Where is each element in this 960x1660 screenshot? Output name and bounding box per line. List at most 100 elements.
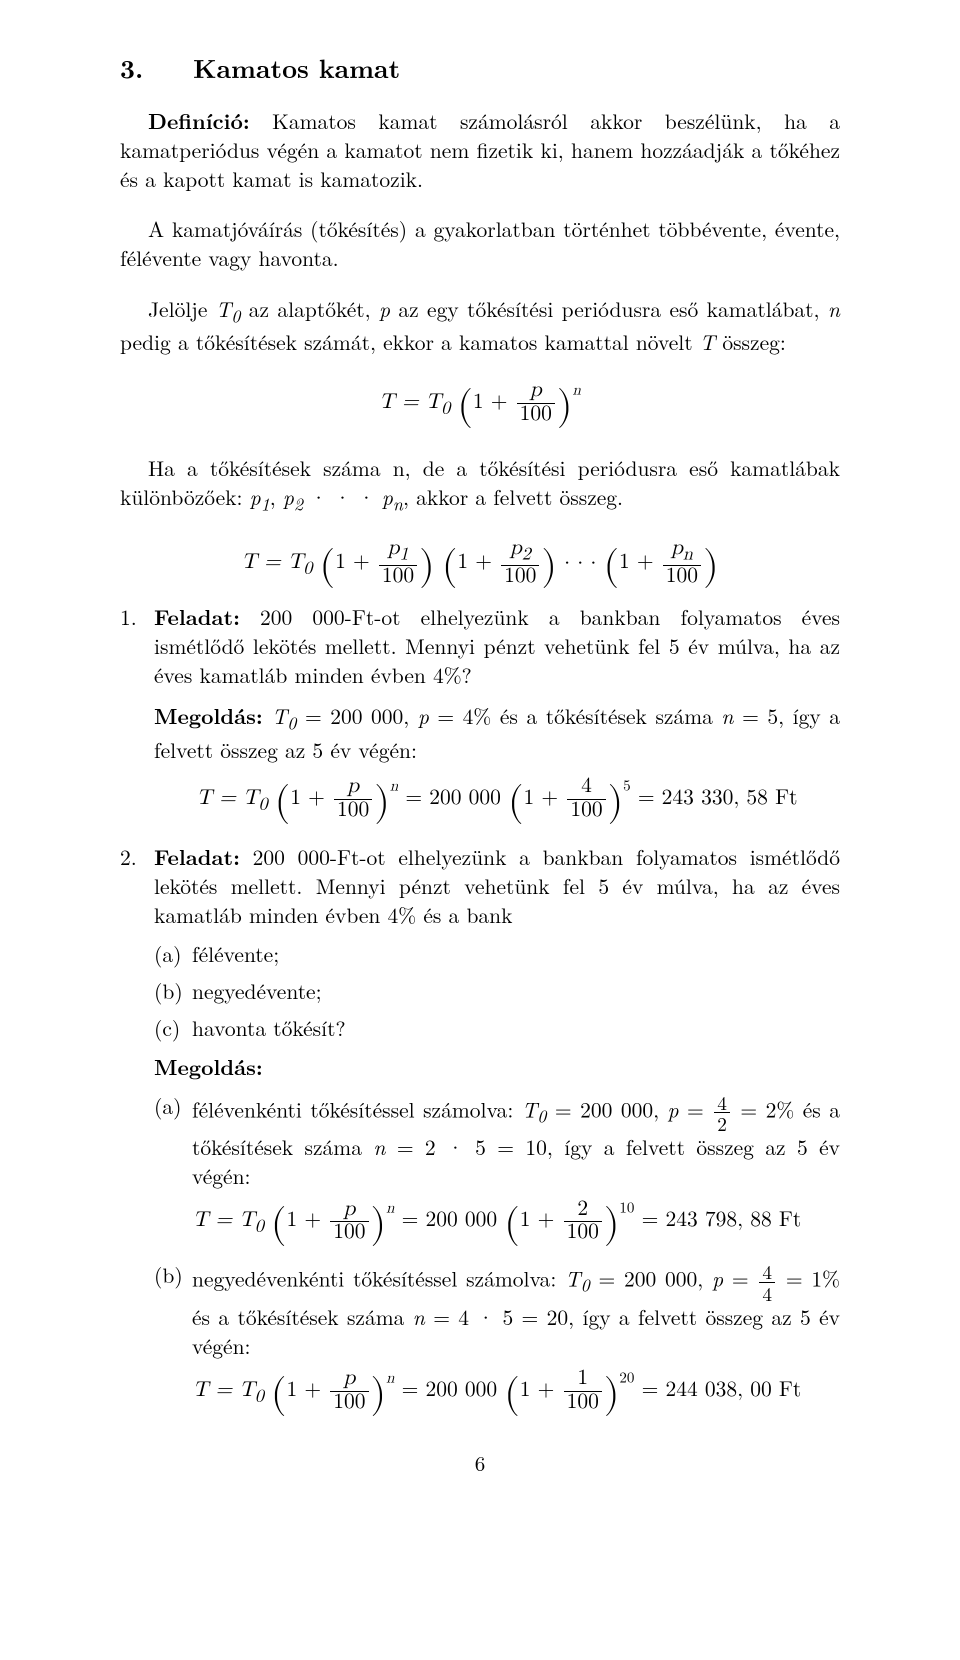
formula-2: T = T0 (1 + p1100) (1 + p2100) · · · (1 … [120,538,840,593]
Tb: T [565,1264,580,1294]
var-T0: T [216,294,231,324]
paren-l: ( [457,386,473,426]
var-T: T [700,327,715,357]
den1: 100 [379,565,417,589]
sub0: 0 [231,303,240,328]
p1sub: 1 [399,546,408,563]
paragraph-3: Jelölje T0 az alaptőkét, p az egy tőkésí… [120,295,840,358]
pnsub: n [683,546,693,563]
var-n: n [828,294,840,324]
sbr: = 244 038, 00 Ft [642,1380,802,1401]
task2-solutions: félévenkénti tőkésítéssel számolva: T0 =… [154,1092,840,1421]
sbd: 100 [564,1391,602,1415]
task2-solution-label: Megoldás: [154,1053,840,1082]
nv: n [721,701,733,731]
section-title: 3. Kamatos kamat [120,50,840,85]
den: 100 [517,403,555,427]
pn: p [382,482,393,512]
section-number: 3. [120,49,143,86]
page: 3. Kamatos kamat Definíció: Kamatos kama… [0,0,960,1660]
sb-pre: negyedévenkénti tőkésítéssel számolva: [192,1264,565,1294]
section-heading: Kamatos kamat [193,49,400,86]
pv: p [418,701,429,731]
m-label: Megoldás: [154,701,263,731]
task1-label: Feladat: [154,602,240,632]
sub-b: negyedévente; [192,977,840,1006]
one-plus: 1 + [473,392,508,413]
p3-m1: az alaptőkét, [240,294,379,324]
p4-end: , akkor a felvett összeg. [403,482,623,512]
san: 2 [564,1199,602,1222]
task2-q: 200 000-Ft-ot elhelyezünk a bankban foly… [154,842,840,930]
p2n: p [510,538,522,559]
task-list: Feladat: 200 000-Ft-ot elhelyezünk a ban… [120,603,840,1421]
sbn: 1 [564,1368,602,1391]
eq-mid: = 200 000 [405,788,508,809]
res1: = 243 330, 58 Ft [638,788,798,809]
dots: · · · [564,552,596,573]
sol-a: félévenkénti tőkésítéssel számolva: T0 =… [192,1092,840,1252]
sad: 100 [564,1221,602,1245]
p2v: p [283,482,294,512]
p3-m2: az egy tőkésítési periódusra eső kamatlá… [390,294,828,324]
nnb: n [413,1302,425,1332]
ppb: p [712,1264,723,1294]
task2-sublist: félévente; negyedévente; havonta tőkésít… [154,940,840,1043]
t0a: T [263,701,287,731]
sbe: 20 [619,1371,634,1386]
task1-q: 200 000-Ft-ot elhelyezünk a bankban foly… [154,602,840,690]
definition-paragraph: Definíció: Kamatos kamat számolásról akk… [120,107,840,194]
den2: 100 [501,565,539,589]
fdb: 4 [759,1282,775,1303]
m2-label: Megoldás: [154,1052,263,1082]
num: p [517,380,555,403]
p-comma: , [270,482,283,512]
formula-1: T = T0 (1 + p100)n [120,379,840,433]
sa-pre: félévenkénti tőkésítéssel számolva: [192,1094,522,1124]
p3-pre: Jelölje [148,294,216,324]
pnn: p [671,538,683,559]
frac-p-100: p100 [517,380,555,426]
eqb: = [723,1264,757,1294]
p3-end: összeg: [715,327,786,357]
p2sub: 2 [522,546,531,563]
p-dots: · · · [303,482,382,512]
pns: n [393,491,403,516]
p3-m3: pedig a tőkésítések számát, ekkor a kama… [120,327,700,357]
sb: 0 [581,1273,590,1298]
task-2: Feladat: 200 000-Ft-ot elhelyezünk a ban… [154,843,840,1421]
n4: 4 [567,776,605,799]
d100: 100 [567,799,605,823]
sub-c: havonta tőkésít? [192,1014,840,1043]
pp: p [668,1094,679,1124]
p2s: 2 [294,491,303,516]
T: T [522,1094,537,1124]
mc: = 4% és a tőkésítések száma [429,701,722,731]
var-p: p [379,294,390,324]
nn: n [373,1132,385,1162]
sub-a: félévente; [192,940,840,969]
task-1: Feladat: 200 000-Ft-ot elhelyezünk a ban… [154,603,840,829]
f2-sub: 0 [303,560,312,577]
p1: p [250,482,261,512]
sol-b-eq: T = T0 (1 + p100)n = 200 000 (1 + 1100)2… [154,1367,840,1421]
definition-label: Definíció: [148,106,250,136]
f2-lhs: T = T [241,552,303,573]
page-number: 6 [120,1449,840,1477]
eq: = [679,1094,713,1124]
sar: = 243 798, 88 Ft [642,1210,802,1231]
sbm: = 200 000 [402,1380,505,1401]
fd: 2 [714,1112,730,1133]
task1-solution: Megoldás: T0 = 200 000, p = 4% és a tőké… [154,702,840,765]
p1n: p [388,538,400,559]
task2-label: Feladat: [154,842,240,872]
e5: 5 [623,778,631,793]
paragraph-2: A kamatjóváírás (tőkésítés) a gyakorlatb… [120,215,840,273]
sae: 10 [619,1201,634,1216]
sol-b: negyedévenkénti tőkésítéssel számolva: T… [192,1261,840,1421]
exp: n [572,382,580,397]
paren-r: ) [557,386,573,426]
sol-a-eq: T = T0 (1 + p100)n = 200 000 (1 + 2100)1… [154,1197,840,1251]
mb: = 200 000, [296,701,417,731]
p1s: 1 [261,491,270,516]
